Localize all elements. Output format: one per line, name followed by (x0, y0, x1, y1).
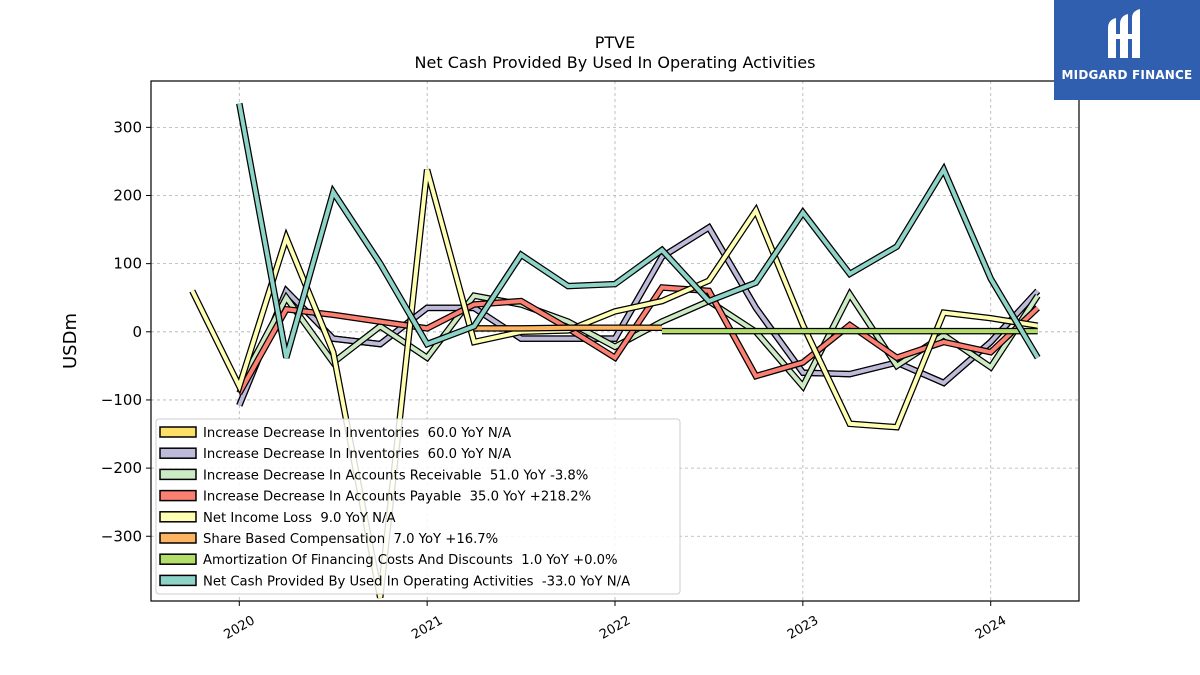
legend-box (155, 418, 681, 595)
legend-swatch-4 (159, 489, 197, 502)
chart-title: PTVE (595, 33, 635, 52)
legend-label-4: Increase Decrease In Accounts Payable 35… (203, 490, 591, 505)
series-stroke-2 (237, 224, 1040, 407)
series-line-5 (189, 168, 1039, 599)
series-line-4 (236, 284, 1040, 395)
series-stroke-6 (474, 325, 662, 331)
legend: Increase Decrease In Inventories 60.0 Yo… (155, 418, 681, 595)
x-tick-label: 2020 (221, 613, 257, 643)
series-stroke-4 (237, 285, 1040, 395)
x-tick-label: 2024 (973, 613, 1009, 643)
y-tick-label: 200 (113, 186, 142, 204)
series-line-2 (236, 222, 1041, 407)
series-line-8 (236, 102, 1041, 360)
x-axis: 2020 2021 2022 2023 2024 (221, 601, 1009, 643)
legend-swatch-5 (159, 511, 197, 523)
legend-swatch-7 (159, 553, 197, 565)
series-layer (189, 102, 1041, 599)
legend-label-3: Increase Decrease In Accounts Receivable… (203, 468, 588, 483)
series-line-6 (474, 324, 662, 332)
y-tick-label: 100 (113, 255, 142, 273)
x-tick-label: 2023 (785, 613, 821, 643)
y-tick-label: −300 (101, 527, 142, 545)
legend-swatch-6 (159, 532, 197, 544)
x-tick-label: 2022 (597, 613, 633, 643)
series-stroke-3 (237, 290, 1040, 390)
legend-label-8: Net Cash Provided By Used In Operating A… (203, 574, 630, 589)
legend-label-1: Increase Decrease In Inventories 60.0 Yo… (203, 426, 511, 441)
y-axis: −300 −200 −100 0 100 200 300 (101, 118, 151, 545)
chart-subtitle: Net Cash Provided By Used In Operating A… (415, 53, 816, 72)
legend-swatch-2 (159, 447, 197, 459)
series-stroke-5 (190, 169, 1039, 598)
x-tick-label: 2021 (409, 613, 445, 643)
legend-label-2: Increase Decrease In Inventories 60.0 Yo… (203, 447, 511, 462)
brand-logo: MIDGARD FINANCE (1054, 0, 1200, 100)
midgard-logo-icon (1108, 9, 1140, 58)
legend-label-5: Net Income Loss 9.0 YoY N/A (203, 511, 395, 526)
y-tick-label: −200 (101, 459, 142, 477)
logo-text: MIDGARD FINANCE (1061, 68, 1193, 82)
series-stroke-8 (237, 103, 1040, 359)
y-tick-label: 0 (132, 323, 142, 341)
y-tick-label: 300 (113, 118, 142, 136)
legend-label-7: Amortization Of Financing Costs And Disc… (203, 553, 618, 568)
legend-swatch-8 (159, 574, 197, 587)
legend-label-6: Share Based Compensation 7.0 YoY +16.7% (203, 532, 498, 547)
legend-swatch-3 (159, 468, 197, 481)
legend-swatch-1 (159, 426, 197, 438)
series-line-3 (236, 287, 1041, 393)
y-tick-label: −100 (101, 391, 142, 409)
y-axis-label: USDm (60, 313, 81, 369)
